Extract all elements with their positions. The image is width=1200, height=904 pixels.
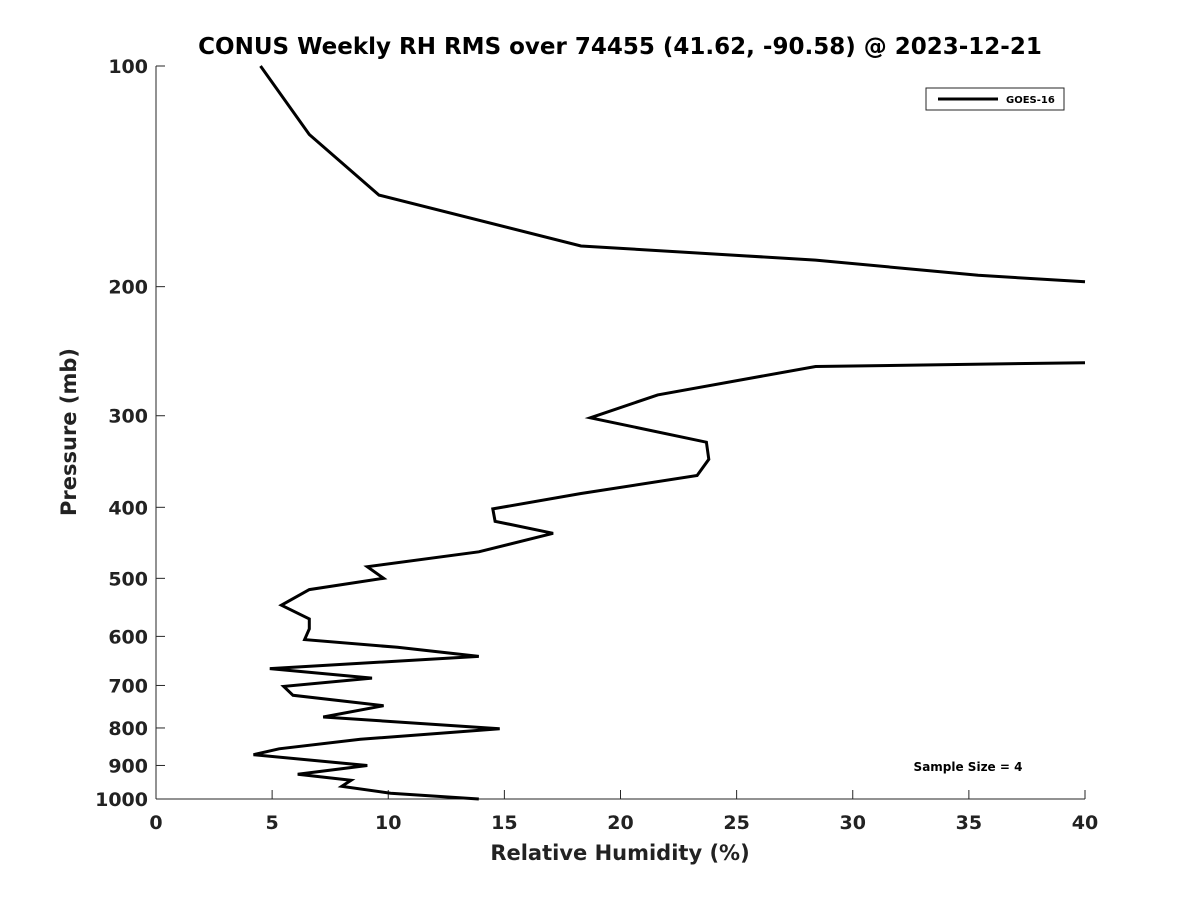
y-tick-label: 500: [108, 568, 148, 590]
chart-title: CONUS Weekly RH RMS over 74455 (41.62, -…: [198, 34, 1042, 60]
plot-area: 0 5 10 15 20 25 30 35 40 100 200 300 400 500 600 700 800…: [95, 56, 1098, 834]
y-tick-label: 400: [108, 497, 148, 519]
y-tick-label: 800: [108, 718, 148, 740]
x-tick-label: 35: [956, 812, 982, 834]
series-line-goes16: [253, 361, 1086, 801]
x-axis-label: Relative Humidity (%): [490, 841, 749, 865]
y-tick-label: 1000: [95, 789, 148, 811]
y-axis-label: Pressure (mb): [57, 348, 81, 516]
x-tick-label: 30: [840, 812, 866, 834]
x-tick-label: 5: [266, 812, 279, 834]
y-tick-label: 300: [108, 406, 148, 428]
legend-label-goes16: GOES-16: [1006, 95, 1055, 106]
y-tick-label: 900: [108, 755, 148, 777]
x-tick-label: 0: [149, 812, 162, 834]
x-tick-label: 20: [607, 812, 633, 834]
y-tick-label: 200: [108, 277, 148, 299]
x-tick-label: 25: [723, 812, 749, 834]
y-tick-label: 600: [108, 626, 148, 648]
y-tick-label: 100: [108, 56, 148, 78]
x-tick-label: 10: [375, 812, 401, 834]
sample-size-annotation: Sample Size = 4: [914, 760, 1023, 774]
series-line-goes16: [259, 65, 1086, 284]
x-tick-label: 15: [491, 812, 517, 834]
x-tick-label: 40: [1072, 812, 1098, 834]
y-tick-label: 700: [108, 675, 148, 697]
